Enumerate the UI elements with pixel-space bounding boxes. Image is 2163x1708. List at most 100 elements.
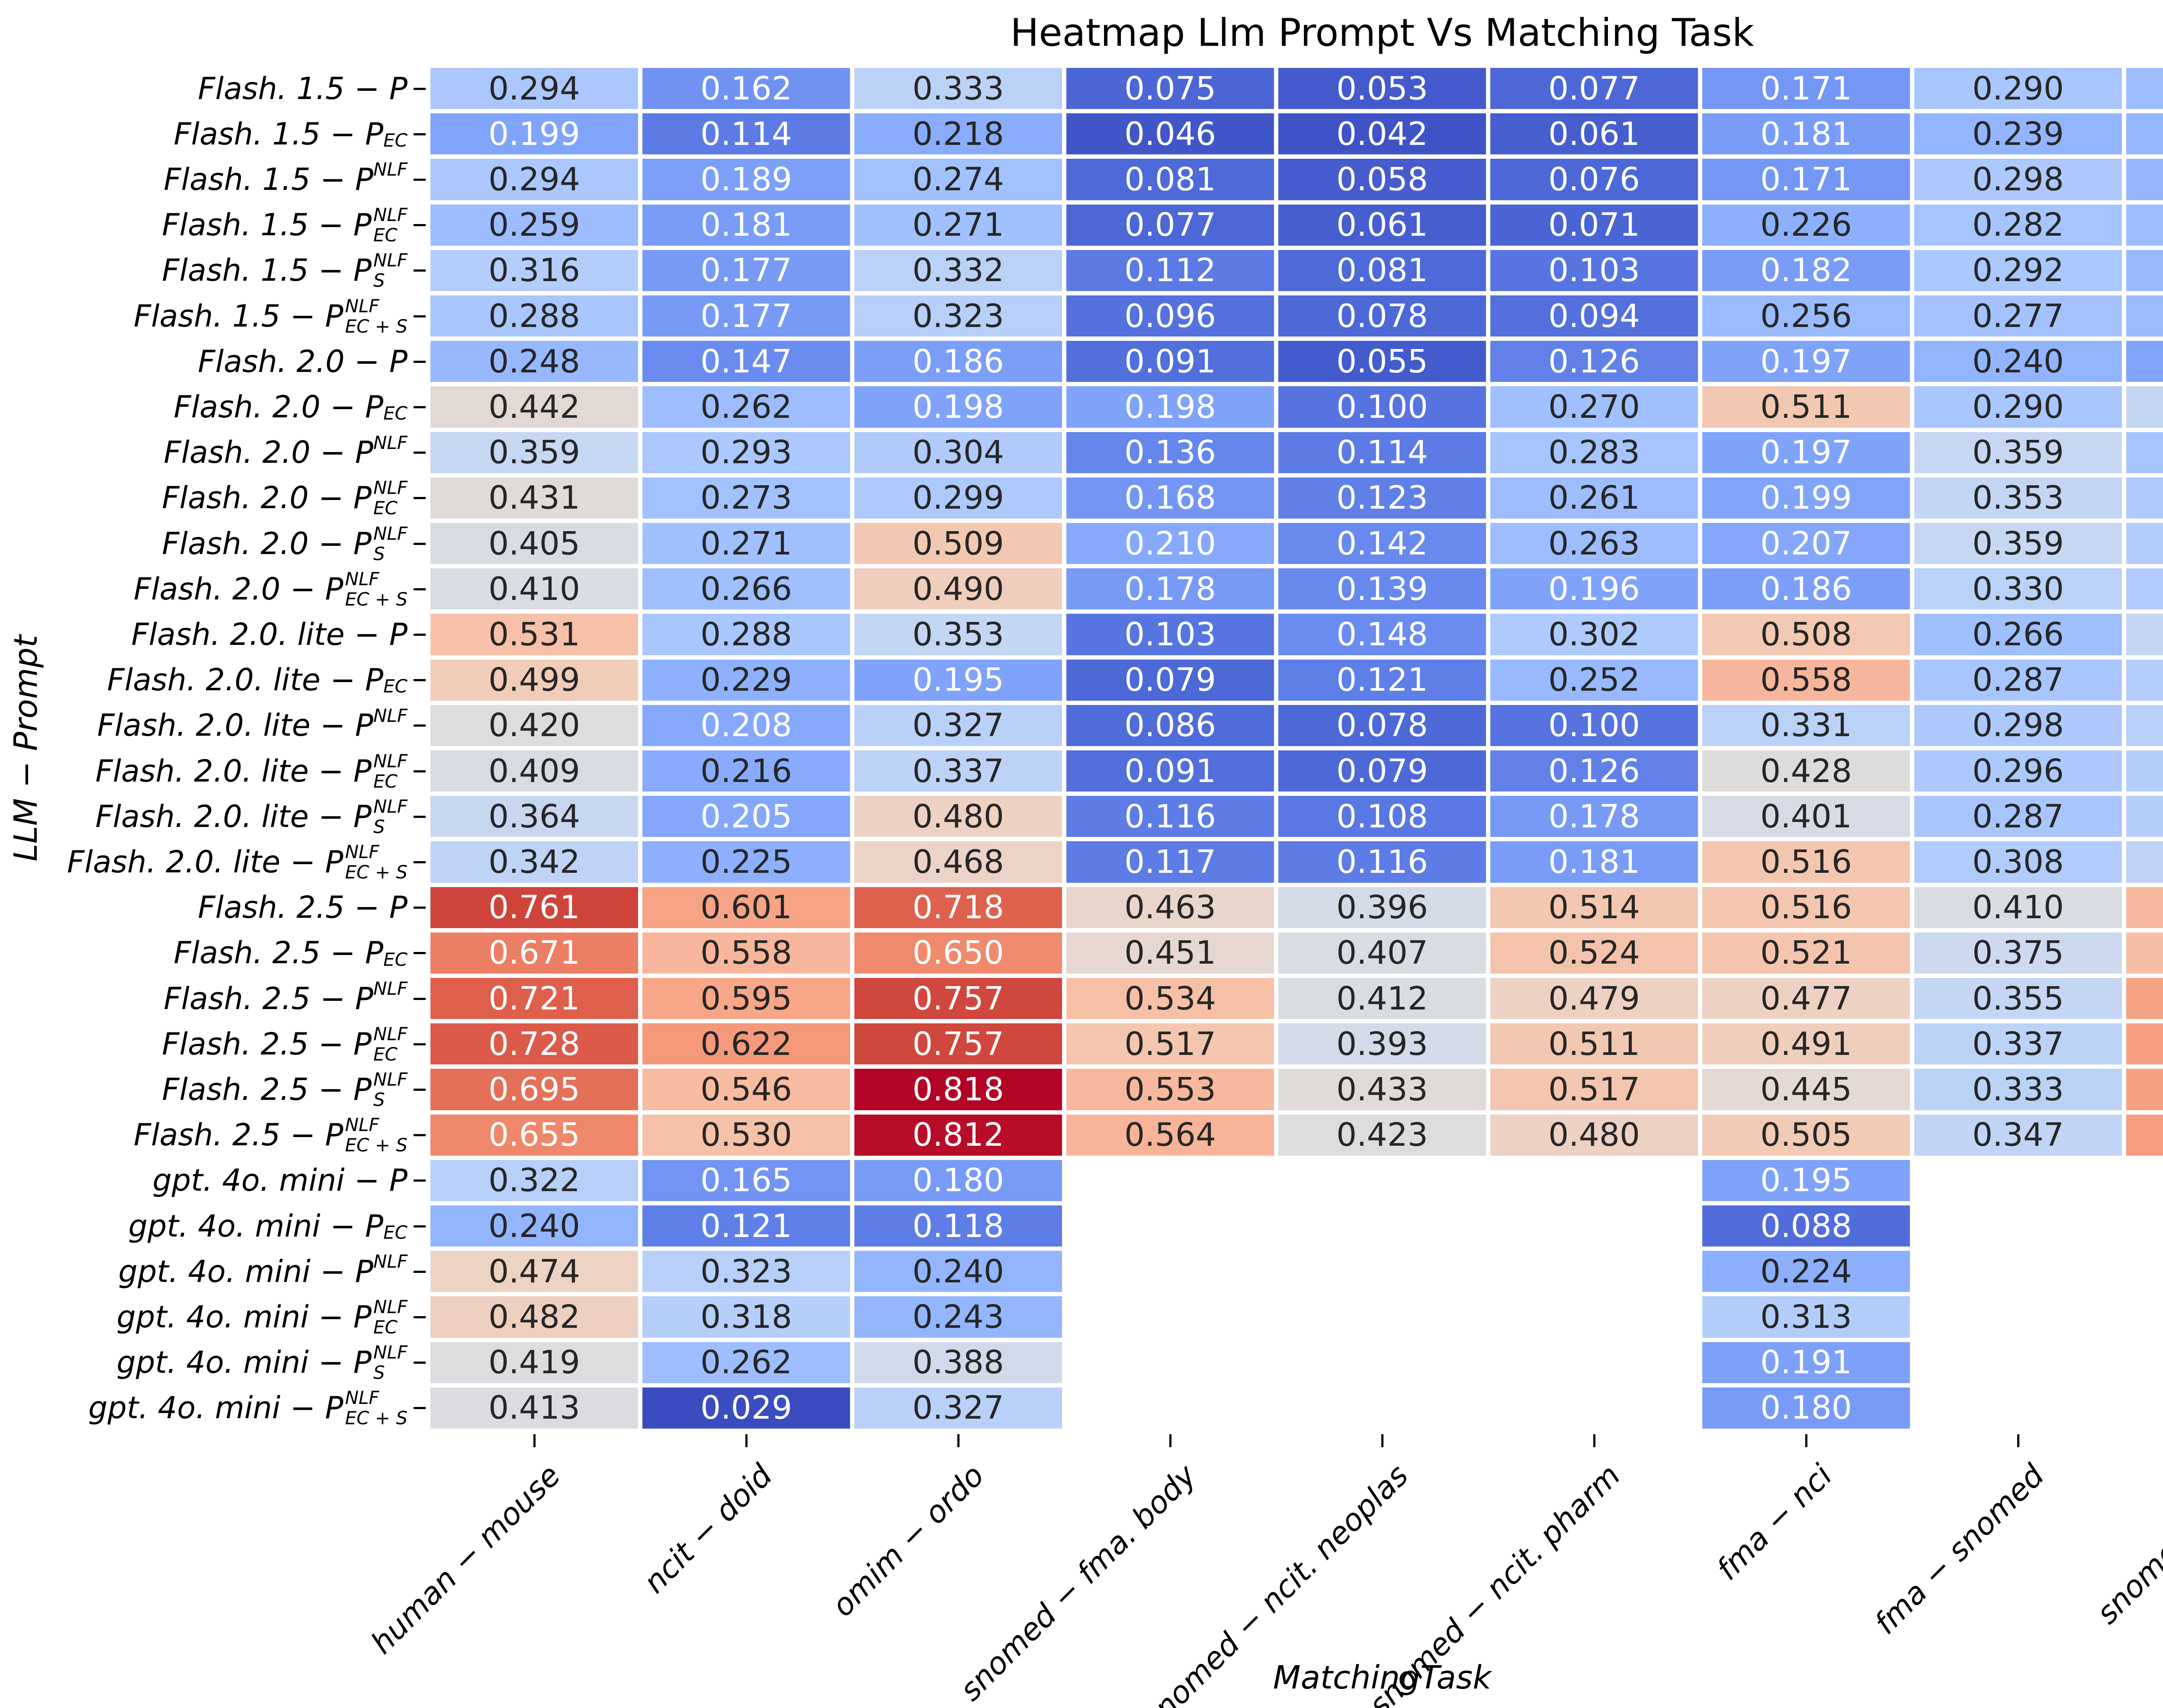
heatmap-cell: 0.728: [428, 1021, 640, 1067]
heatmap-cell: 0.081: [1276, 247, 1488, 293]
heatmap-cell: 0.071: [1488, 202, 1700, 248]
y-tick-label: Flash. 1.5 − P NLF EC: [162, 204, 408, 246]
heatmap-cell: 0.195: [1700, 1157, 1912, 1203]
heatmap-cell: 0.248: [428, 339, 640, 385]
heatmap-cell: 0.419: [428, 1339, 640, 1385]
heatmap-cell: 0.595: [640, 976, 852, 1022]
y-tick-mark: [414, 952, 426, 955]
heatmap-cell: 0.277: [1912, 293, 2124, 339]
y-tick-label: Flash. 2.5 − P NLF EC + S: [133, 1114, 408, 1156]
heatmap-cell: 0.079: [1276, 748, 1488, 794]
heatmap-cell: 0.171: [1700, 157, 1912, 202]
heatmap-cell: 0.257: [2124, 293, 2163, 339]
heatmap-cell: 0.412: [1276, 976, 1488, 1022]
y-tick-mark: [414, 497, 426, 500]
heatmap-cell: 0.225: [640, 839, 852, 885]
y-tick-mark: [414, 542, 426, 545]
heatmap-cell: 0.271: [852, 202, 1064, 248]
heatmap-cell: 0.463: [1064, 884, 1276, 930]
y-tick-mark: [414, 861, 426, 863]
x-tick-mark: [1593, 1434, 1595, 1447]
x-tick-label: snomed − nci: [2089, 1458, 2163, 1631]
heatmap-cell: 0.333: [1912, 1067, 2124, 1112]
heatmap-cell: 0.521: [1700, 930, 1912, 976]
heatmap-cell: 0.293: [640, 429, 852, 475]
heatmap-cell: 0.337: [1912, 1021, 2124, 1067]
heatmap-cell: 0.491: [1700, 1021, 1912, 1067]
heatmap-cell: 0.608: [2124, 1021, 2163, 1067]
heatmap-cell: 0.053: [1276, 66, 1488, 112]
heatmap-cell: 0.118: [852, 1203, 1064, 1249]
heatmap-cell: 0.262: [2124, 66, 2163, 112]
heatmap-cell: 0.340: [2124, 839, 2163, 885]
heatmap-cell: 0.298: [1912, 157, 2124, 202]
y-tick-mark: [414, 269, 426, 272]
heatmap-cell: 0.139: [1276, 566, 1488, 612]
heatmap-cell: 0.114: [640, 111, 852, 157]
heatmap-cell: 0.126: [1488, 748, 1700, 794]
heatmap-cell: 0.405: [428, 521, 640, 567]
heatmap-cell: 0.322: [428, 1157, 640, 1203]
x-tick-mark: [745, 1434, 748, 1447]
y-tick-label: Flash. 2.0. lite − P NLF S: [95, 795, 408, 837]
chart-title: Heatmap Llm Prompt Vs Matching Task: [1010, 10, 1754, 55]
heatmap-cell: 0.208: [640, 702, 852, 748]
heatmap-cell: 0.316: [428, 247, 640, 293]
heatmap-cell: 0.292: [1912, 247, 2124, 293]
heatmap-cell: 0.308: [1912, 839, 2124, 885]
heatmap-cell: 0.177: [640, 247, 852, 293]
heatmap-cell: 0.121: [1276, 657, 1488, 703]
heatmap-cell: 0.433: [1276, 1067, 1488, 1112]
heatmap-cell: 0.609: [2124, 1067, 2163, 1112]
x-tick-label: fma − snomed: [1867, 1458, 2051, 1641]
heatmap-cell: 0.207: [1700, 521, 1912, 567]
heatmap-cell: 0.189: [640, 157, 852, 202]
heatmap-cell: 0.409: [428, 748, 640, 794]
heatmap-cell: 0.359: [428, 429, 640, 475]
heatmap-cell: 0.148: [1276, 612, 1488, 657]
y-tick-mark: [414, 724, 426, 727]
heatmap-cell: 0.177: [640, 293, 852, 339]
heatmap-cell: 0.245: [2124, 111, 2163, 157]
heatmap-cell: 0.445: [1700, 1067, 1912, 1112]
heatmap-cell: 0.197: [1700, 429, 1912, 475]
heatmap-cell: 0.076: [1488, 157, 1700, 202]
heatmap-cell: 0.514: [1488, 884, 1700, 930]
x-tick-label: omim − ordo: [825, 1458, 991, 1624]
heatmap-cell: 0.218: [852, 111, 1064, 157]
heatmap-cell: 0.261: [1488, 475, 1700, 521]
heatmap-cell: 0.180: [1700, 1385, 1912, 1431]
y-tick-mark: [414, 1362, 426, 1364]
heatmap-cell: 0.650: [852, 930, 1064, 976]
heatmap-cell: 0.490: [852, 566, 1064, 612]
y-tick-mark: [414, 907, 426, 909]
heatmap-cell: 0.330: [1912, 566, 2124, 612]
heatmap-cell: 0.195: [852, 657, 1064, 703]
heatmap-cell: 0.655: [428, 1112, 640, 1158]
heatmap-cell: 0.537: [2124, 930, 2163, 976]
heatmap-cell: 0.318: [2124, 748, 2163, 794]
heatmap-cell: 0.327: [852, 702, 1064, 748]
heatmap-cell: 0.252: [2124, 247, 2163, 293]
heatmap-cell: 0.294: [428, 157, 640, 202]
heatmap-cell: 0.116: [1064, 794, 1276, 840]
heatmap-cell: 0.078: [1276, 702, 1488, 748]
heatmap-cell: 0.602: [2124, 976, 2163, 1022]
y-tick-mark: [414, 634, 426, 636]
heatmap-cell: 0.553: [1064, 1067, 1276, 1112]
heatmap-cell: 0.178: [1488, 794, 1700, 840]
heatmap-cell: 0.274: [852, 157, 1064, 202]
heatmap-cell: 0.516: [1700, 839, 1912, 885]
heatmap-cell: 0.413: [428, 1385, 640, 1431]
heatmap-cell: 0.480: [852, 794, 1064, 840]
heatmap-cell: 0.611: [2124, 1112, 2163, 1158]
heatmap-cell: 0.112: [1064, 247, 1276, 293]
x-tick-mark: [1381, 1434, 1383, 1447]
heatmap-cell: 0.055: [1276, 339, 1488, 385]
heatmap-cell: 0.136: [1064, 429, 1276, 475]
heatmap-grid: 0.294 0.162 0.333 0.075 0.053 0.077 0.171 0.290…: [428, 66, 2163, 1431]
heatmap-cell: 0.061: [1276, 202, 1488, 248]
y-tick-mark: [414, 1270, 426, 1273]
heatmap-cell: 0.304: [852, 429, 1064, 475]
